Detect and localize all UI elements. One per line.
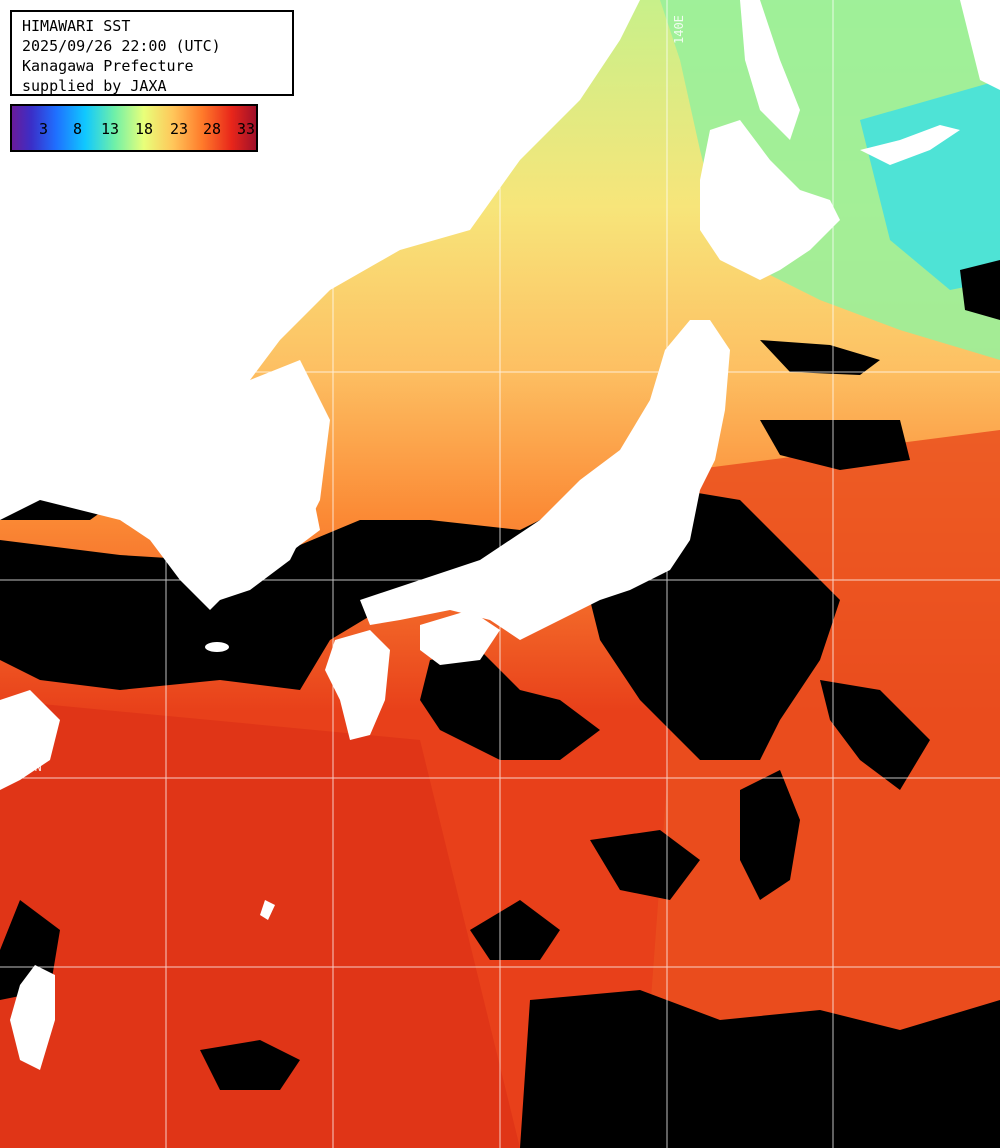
map-credit: supplied by JAXA	[22, 77, 167, 95]
land-hokkaido	[700, 120, 840, 280]
sea-cold-northeast	[660, 0, 1000, 360]
map-datetime: 2025/09/26 22:00 (UTC)	[22, 37, 221, 55]
legend-tick: 23	[170, 120, 189, 138]
color-scale-legend: 3 8 13 18 23 28 33	[10, 104, 258, 152]
land-taiwan	[10, 965, 55, 1070]
legend-tick: 18	[135, 120, 154, 138]
sea-warmest-southwest	[0, 700, 520, 1148]
info-box: HIMAWARI SST 2025/09/26 22:00 (UTC) Kana…	[10, 10, 294, 96]
legend-tick: 28	[203, 120, 222, 138]
land-honshu	[360, 320, 730, 640]
map-region: Kanagawa Prefecture	[22, 57, 194, 75]
longitude-label: 140E	[672, 15, 686, 44]
map-title: HIMAWARI SST	[22, 17, 131, 35]
land-shikoku	[420, 610, 500, 665]
sea-coldest-northeast	[860, 80, 1000, 290]
land-sakhalin	[740, 0, 800, 140]
land	[0, 0, 1000, 1070]
legend-tick: 3	[39, 120, 49, 138]
land-kyushu	[325, 630, 390, 740]
legend-tick: 8	[73, 120, 83, 138]
latitude-label: 20N	[20, 760, 42, 774]
legend-tick: 33	[237, 120, 256, 138]
legend-tick: 13	[101, 120, 120, 138]
